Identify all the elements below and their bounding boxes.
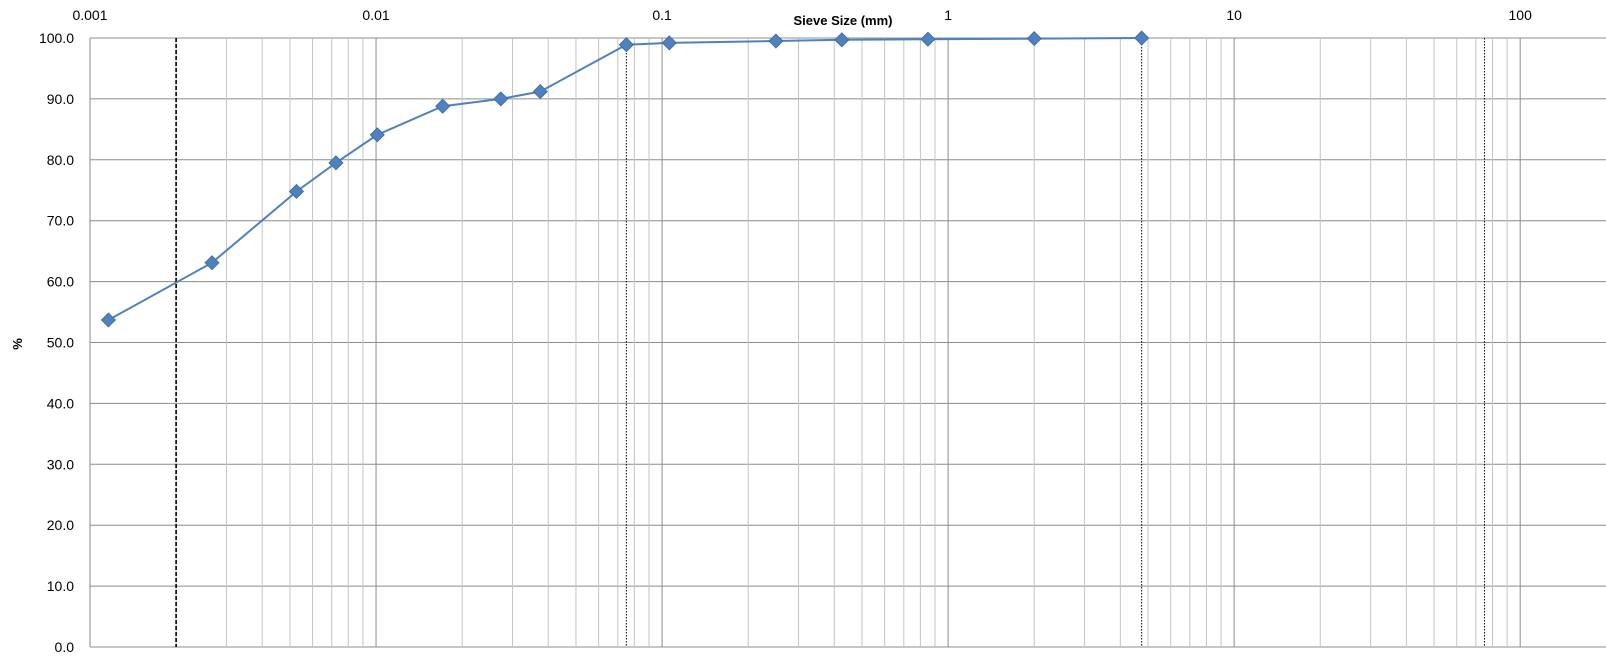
y-tick-label: 0.0 <box>55 639 75 655</box>
x-tick-label: 100 <box>1509 7 1533 23</box>
y-tick-label: 80.0 <box>47 152 74 168</box>
y-tick-label: 100.0 <box>39 30 74 46</box>
x-tick-label: 0.001 <box>72 7 107 23</box>
data-point <box>532 84 548 100</box>
data-point <box>920 31 936 47</box>
series-line <box>107 37 1142 321</box>
data-point <box>661 35 677 51</box>
y-tick-label: 90.0 <box>47 91 74 107</box>
y-tick-label: 70.0 <box>47 213 74 229</box>
x-tick-label: 10 <box>1226 7 1242 23</box>
data-point <box>1134 30 1150 46</box>
data-point <box>493 91 509 107</box>
x-tick-label: 1 <box>944 7 952 23</box>
data-point <box>369 127 385 143</box>
y-tick-label: 60.0 <box>47 274 74 290</box>
label-layer: 0.010.020.030.040.050.060.070.080.090.01… <box>39 7 1532 655</box>
x-tick-label: 0.01 <box>362 7 389 23</box>
data-point <box>435 98 451 114</box>
grid-layer <box>89 37 1606 648</box>
data-point <box>100 312 117 328</box>
data-point <box>618 37 634 53</box>
y-axis-title: % <box>10 338 25 350</box>
x-axis-title: Sieve Size (mm) <box>794 13 893 28</box>
y-tick-label: 20.0 <box>47 517 74 533</box>
x-tick-label: 0.1 <box>652 7 672 23</box>
data-point <box>834 32 850 48</box>
data-point <box>288 183 305 200</box>
data-point <box>204 255 220 271</box>
y-tick-label: 10.0 <box>47 578 74 594</box>
series-layer <box>100 30 1150 328</box>
reference-lines <box>175 38 1485 647</box>
data-point <box>1026 31 1042 47</box>
data-point <box>328 155 344 171</box>
y-tick-label: 50.0 <box>47 335 74 351</box>
data-point <box>768 33 784 49</box>
y-tick-label: 40.0 <box>47 395 74 411</box>
y-tick-label: 30.0 <box>47 456 74 472</box>
